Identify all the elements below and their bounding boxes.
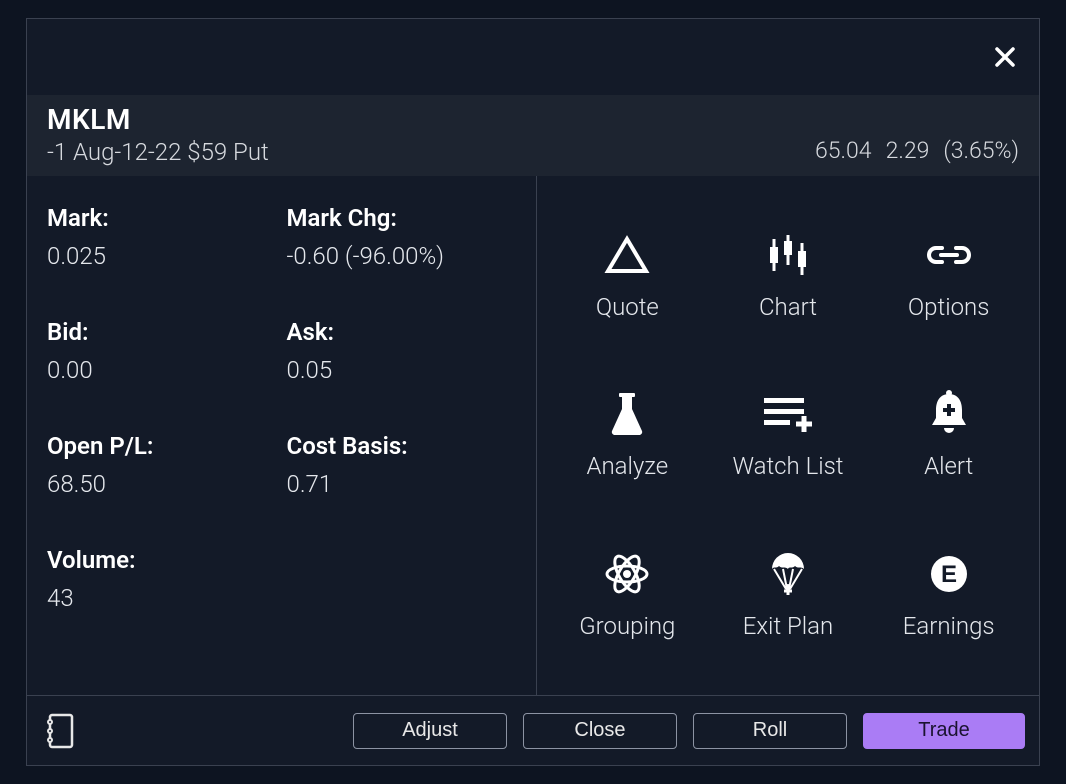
notes-icon[interactable] [41,711,77,751]
price-change: 2.29 [886,137,930,164]
stat-label: Mark: [47,204,277,232]
candlestick-icon [763,231,813,279]
stat-value: 0.05 [287,356,517,384]
actions-grid: Quote Chart [537,176,1039,695]
earnings-action[interactable]: E Earnings [868,515,1029,675]
stat-volume: Volume: 43 [47,546,277,612]
ticker-symbol: MKLM [47,103,269,136]
stat-value: 0.00 [47,356,277,384]
watchlist-action[interactable]: Watch List [708,356,869,516]
analyze-action[interactable]: Analyze [547,356,708,516]
action-label: Alert [924,452,973,480]
chain-icon [924,231,974,279]
action-label: Grouping [579,612,675,640]
action-label: Exit Plan [743,612,834,640]
action-label: Options [908,293,990,321]
action-label: Earnings [903,612,995,640]
stat-open-pl: Open P/L: 68.50 [47,432,277,498]
stat-label: Ask: [287,318,517,346]
stat-mark: Mark: 0.025 [47,204,277,270]
stat-label: Open P/L: [47,432,277,460]
position-panel: MKLM -1 Aug-12-22 $59 Put 65.04 2.29 (3.… [26,18,1040,766]
stat-value: 0.71 [287,470,517,498]
options-action[interactable]: Options [868,196,1029,356]
stats-grid: Mark: 0.025 Mark Chg: -0.60 (-96.00%) Bi… [27,176,537,695]
grouping-action[interactable]: Grouping [547,515,708,675]
header: MKLM -1 Aug-12-22 $59 Put 65.04 2.29 (3.… [27,95,1039,176]
stat-label: Cost Basis: [287,432,517,460]
body: Mark: 0.025 Mark Chg: -0.60 (-96.00%) Bi… [27,176,1039,695]
stat-cost-basis: Cost Basis: 0.71 [287,432,517,498]
svg-text:E: E [941,561,957,588]
price-change-pct: (3.65%) [943,137,1019,164]
stat-bid: Bid: 0.00 [47,318,277,384]
stat-mark-chg: Mark Chg: -0.60 (-96.00%) [287,204,517,270]
header-left: MKLM -1 Aug-12-22 $59 Put [47,103,269,166]
flask-icon [607,390,647,438]
exitplan-action[interactable]: Exit Plan [708,515,869,675]
alert-action[interactable]: Alert [868,356,1029,516]
header-quote: 65.04 2.29 (3.65%) [815,137,1019,166]
contract-description: -1 Aug-12-22 $59 Put [47,138,269,166]
action-label: Watch List [732,452,843,480]
action-label: Quote [596,293,659,321]
bell-icon [927,390,971,438]
stat-value: 0.025 [47,242,277,270]
stat-label: Mark Chg: [287,204,517,232]
stat-label: Bid: [47,318,277,346]
adjust-button[interactable]: Adjust [353,713,507,749]
quote-action[interactable]: Quote [547,196,708,356]
stat-label: Volume: [47,546,277,574]
stat-ask: Ask: 0.05 [287,318,517,384]
trade-button[interactable]: Trade [863,713,1025,749]
atom-icon [603,550,651,598]
footer: Adjust Close Roll Trade [27,695,1039,765]
stat-value: 43 [47,584,277,612]
action-label: Analyze [586,452,668,480]
stat-value: -0.60 (-96.00%) [287,242,517,270]
parachute-icon [768,550,808,598]
last-price: 65.04 [815,137,872,164]
chart-action[interactable]: Chart [708,196,869,356]
topbar [27,19,1039,95]
close-button[interactable]: Close [523,713,677,749]
roll-button[interactable]: Roll [693,713,847,749]
earnings-icon: E [929,550,969,598]
close-icon[interactable] [989,41,1021,73]
action-label: Chart [759,293,817,321]
triangle-icon [604,231,650,279]
stat-value: 68.50 [47,470,277,498]
list-add-icon [760,390,816,438]
